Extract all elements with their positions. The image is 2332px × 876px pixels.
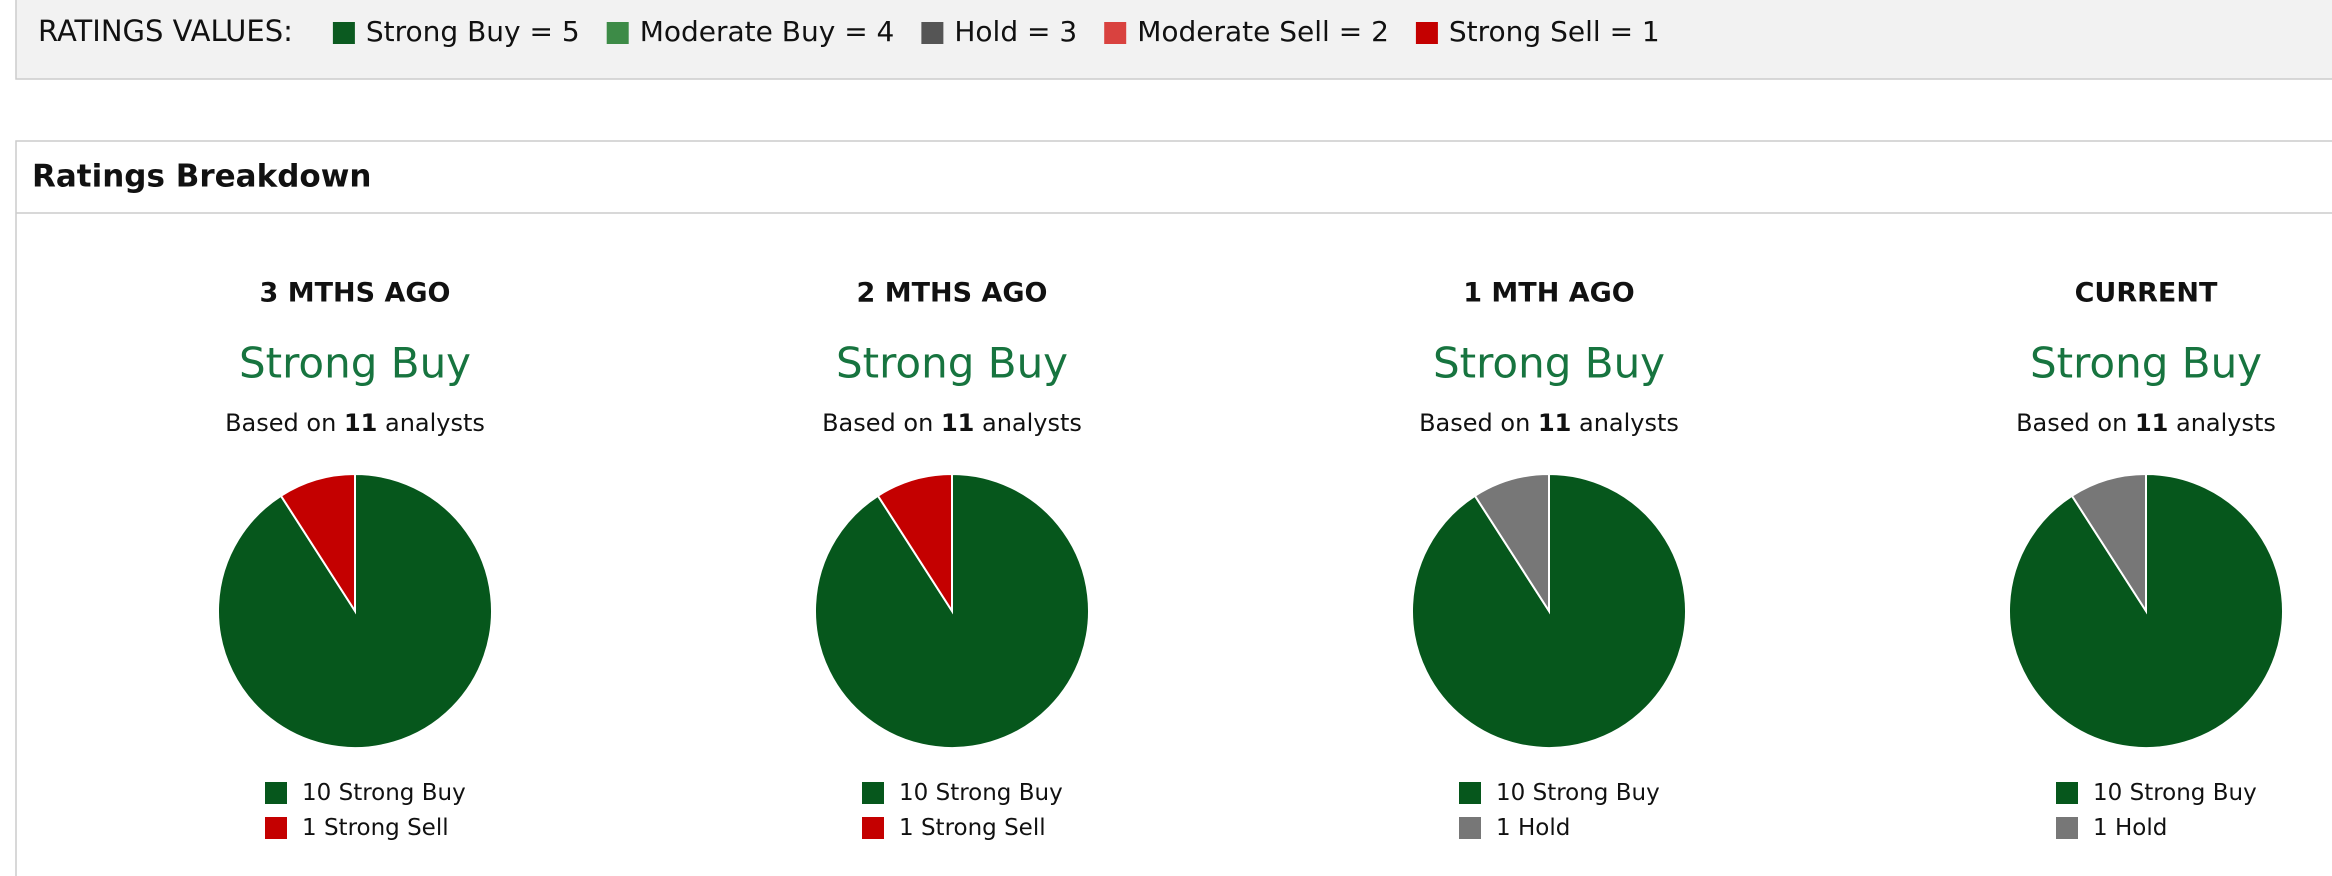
legend-bar-title: RATINGS VALUES: (38, 14, 293, 48)
pie-legend-count: 10 (1496, 780, 1525, 806)
pie-legend-count: 10 (899, 780, 928, 806)
pie-legend-name: Strong Sell (921, 815, 1046, 841)
space (928, 780, 935, 806)
section-title: Ratings Breakdown (32, 159, 371, 195)
analyst-count-text: Based on 11 analysts (2016, 409, 2276, 437)
pie-legend-item: 1 Strong Sell (899, 815, 1046, 841)
pie-legend-count: 10 (302, 780, 331, 806)
space (377, 409, 385, 437)
consensus-rating: Strong Buy (239, 339, 471, 388)
pie-legend-item: 1 Strong Sell (302, 815, 449, 841)
pie-slice (279, 472, 356, 615)
based-on: Based on (1419, 409, 1530, 437)
analysts-word: analysts (1579, 409, 1679, 437)
legend-swatch (1415, 22, 1438, 44)
pie-legend-swatch (862, 782, 884, 804)
analyst-count-text: Based on 11 analysts (822, 409, 1082, 437)
legend-swatch (1104, 22, 1127, 44)
pie-legend-item: 10 Strong Buy (899, 780, 1063, 806)
chart-title: 1 MTH AGO (1463, 278, 1634, 309)
space (2168, 409, 2176, 437)
chart-title: CURRENT (2075, 278, 2218, 309)
legend-item: Moderate Buy = 4 (640, 15, 895, 48)
based-on: Based on (2016, 409, 2127, 437)
space (1571, 409, 1579, 437)
legend-swatch (606, 22, 629, 44)
pie-legend-swatch (1459, 782, 1481, 804)
analyst-count: 11 (2135, 409, 2168, 437)
space (914, 815, 921, 841)
based-on: Based on (822, 409, 933, 437)
legend-item: Strong Sell = 1 (1449, 15, 1660, 48)
pie-legend-name: Hold (1518, 815, 1570, 841)
pie-legend-swatch (2056, 817, 2078, 839)
legend-swatch (921, 22, 944, 44)
analyst-count-text: Based on 11 analysts (225, 409, 485, 437)
space (2122, 780, 2129, 806)
space (2127, 409, 2135, 437)
space (1530, 409, 1538, 437)
pie-legend-swatch (265, 817, 287, 839)
pie-legend-name: Strong Sell (324, 815, 449, 841)
legend-swatch (332, 22, 355, 44)
pie-legend-item: 10 Strong Buy (1496, 780, 1660, 806)
pie-legend-name: Strong Buy (936, 780, 1063, 806)
pie-slice (2008, 472, 2284, 749)
pie-legend-swatch (1459, 817, 1481, 839)
analyst-count: 11 (941, 409, 974, 437)
consensus-rating: Strong Buy (2030, 339, 2262, 388)
space (2108, 815, 2115, 841)
pie-legend-item: 1 Hold (1496, 815, 1570, 841)
legend-item: Hold = 3 (954, 15, 1077, 48)
pie-legend-name: Strong Buy (339, 780, 466, 806)
pie-legend-count: 10 (2093, 780, 2122, 806)
pie-legend-name: Hold (2115, 815, 2167, 841)
analyst-count-text: Based on 11 analysts (1419, 409, 1679, 437)
consensus-rating: Strong Buy (836, 339, 1068, 388)
pie-legend-count: 1 (1496, 815, 1511, 841)
analyst-count: 11 (344, 409, 377, 437)
legend-item: Moderate Sell = 2 (1137, 15, 1389, 48)
space (317, 815, 324, 841)
pie-slice (1473, 472, 1550, 615)
legend-bar (15, 0, 2332, 80)
pie-legend-swatch (265, 782, 287, 804)
pie-legend-count: 1 (302, 815, 317, 841)
space (336, 409, 344, 437)
pie-slice (1411, 472, 1687, 749)
pie-legend-swatch (862, 817, 884, 839)
analyst-count: 11 (1538, 409, 1571, 437)
pie-legend-name: Strong Buy (1533, 780, 1660, 806)
analysts-word: analysts (982, 409, 1082, 437)
pie-legend-swatch (2056, 782, 2078, 804)
space (933, 409, 941, 437)
consensus-rating: Strong Buy (1433, 339, 1665, 388)
pie-legend-item: 1 Hold (2093, 815, 2167, 841)
space (331, 780, 338, 806)
space (974, 409, 982, 437)
pie-legend-count: 1 (2093, 815, 2108, 841)
analysts-word: analysts (2176, 409, 2276, 437)
space (1511, 815, 1518, 841)
pie-legend-item: 10 Strong Buy (2093, 780, 2257, 806)
based-on: Based on (225, 409, 336, 437)
chart-title: 2 MTHS AGO (857, 278, 1048, 309)
pie-legend-count: 1 (899, 815, 914, 841)
pie-legend-name: Strong Buy (2130, 780, 2257, 806)
space (1525, 780, 1532, 806)
pie-slice (876, 472, 953, 615)
pie-slice (814, 472, 1090, 749)
pie-slice (2070, 472, 2147, 615)
pie-slice (217, 472, 493, 749)
pie-legend-item: 10 Strong Buy (302, 780, 466, 806)
chart-title: 3 MTHS AGO (260, 278, 451, 309)
legend-item: Strong Buy = 5 (366, 15, 580, 48)
analysts-word: analysts (385, 409, 485, 437)
